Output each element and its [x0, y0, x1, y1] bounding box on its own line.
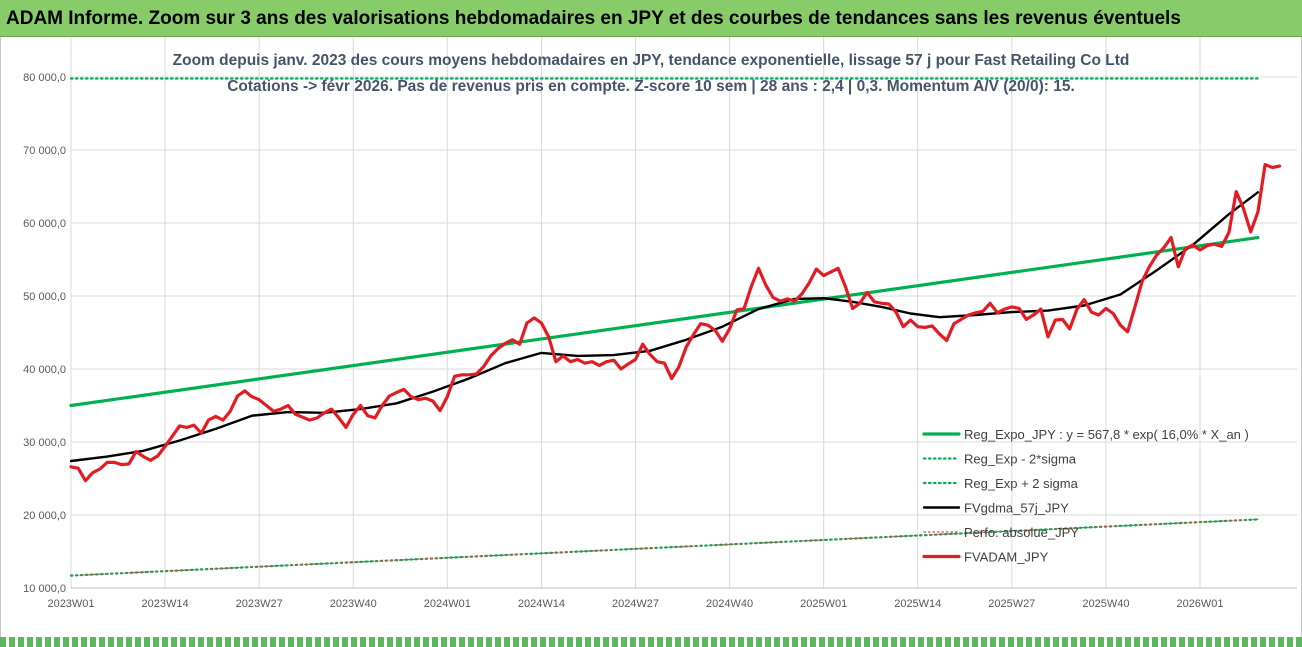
chart-area: 10 000,0 20 000,0 30 000,0 40 000,0 50 000,0…	[0, 37, 1302, 647]
x-tick-label: 2025W40	[1082, 598, 1129, 610]
legend-label: Reg_Exp + 2 sigma	[964, 476, 1079, 491]
y-tick-label: 20 000,0	[23, 510, 66, 522]
chart-subtitle: Cotations -> févr 2026. Pas de revenus p…	[227, 78, 1075, 95]
chart-svg: 10 000,0 20 000,0 30 000,0 40 000,0 50 000,0…	[23, 37, 1297, 610]
series-line-5	[69, 163, 1282, 483]
x-tick-label: 2023W14	[142, 598, 189, 610]
series-lines	[69, 77, 1282, 577]
x-tick-label: 2025W27	[988, 598, 1035, 610]
x-tick-label: 2025W14	[894, 598, 941, 610]
x-tick-label: 2024W01	[424, 598, 471, 610]
grid-lines	[70, 37, 1297, 589]
legend-label: Perfo. absolue_JPY	[964, 525, 1079, 540]
series-line-0	[69, 236, 1260, 408]
x-tick-label: 2023W27	[236, 598, 283, 610]
report-title: ADAM Informe. Zoom sur 3 ans des valoris…	[0, 0, 1302, 37]
x-tick-label: 2024W27	[612, 598, 659, 610]
chart-title: Zoom depuis janv. 2023 des cours moyens …	[172, 52, 1130, 69]
series-line-3	[69, 191, 1260, 463]
legend: Reg_Expo_JPY : y = 567,8 * exp( 16,0% * …	[922, 427, 1249, 565]
x-axis: 2023W01 2023W14 2023W27 2023W40 2024W01 2024W…	[47, 587, 1297, 610]
x-tick-label: 2025W01	[800, 598, 847, 610]
x-tick-label: 2024W14	[518, 598, 565, 610]
x-tick-label: 2024W40	[706, 598, 753, 610]
y-tick-label: 10 000,0	[23, 583, 66, 595]
x-tick-label: 2023W40	[330, 598, 377, 610]
y-tick-label: 60 000,0	[23, 218, 66, 230]
legend-label: Reg_Exp - 2*sigma	[964, 452, 1077, 467]
y-axis: 10 000,0 20 000,0 30 000,0 40 000,0 50 000,0…	[23, 72, 66, 595]
y-tick-label: 80 000,0	[23, 72, 66, 84]
bottom-border	[0, 637, 1302, 647]
x-tick-label: 2023W01	[47, 598, 94, 610]
y-tick-label: 70 000,0	[23, 145, 66, 157]
y-tick-label: 40 000,0	[23, 364, 66, 376]
y-tick-label: 30 000,0	[23, 437, 66, 449]
legend-label: Reg_Expo_JPY : y = 567,8 * exp( 16,0% * …	[964, 427, 1249, 442]
x-tick-label: 2026W01	[1176, 598, 1223, 610]
legend-label: FVgdma_57j_JPY	[964, 501, 1069, 516]
series-line-4	[70, 518, 1259, 577]
legend-label: FVADAM_JPY	[964, 550, 1049, 565]
y-tick-label: 50 000,0	[23, 291, 66, 303]
